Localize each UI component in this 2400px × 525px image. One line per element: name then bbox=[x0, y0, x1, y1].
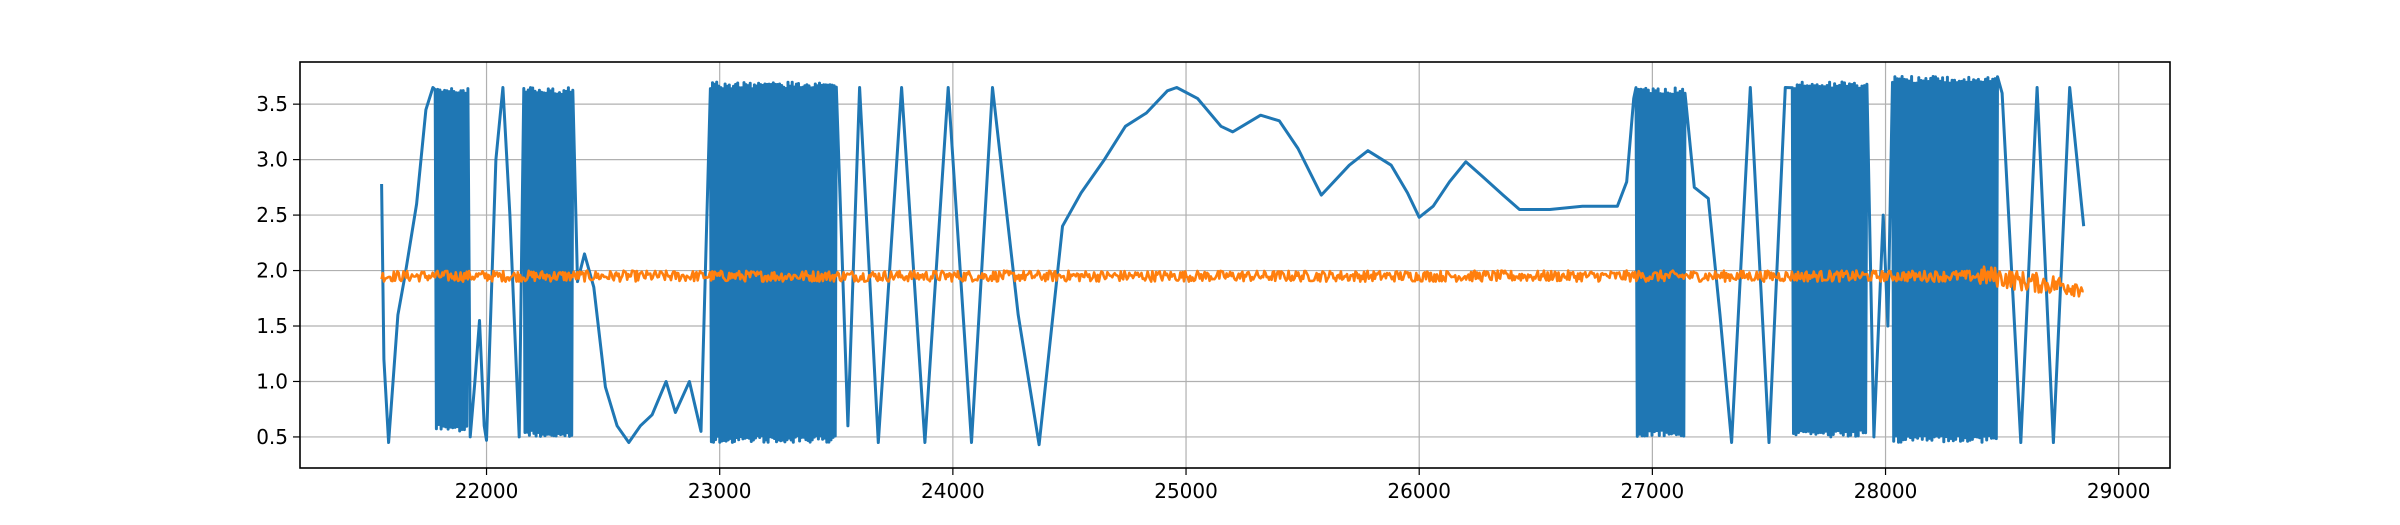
x-tick-label: 24000 bbox=[921, 479, 985, 503]
plot-frame bbox=[299, 61, 2171, 469]
series-lines bbox=[380, 75, 2086, 447]
x-tick-label: 28000 bbox=[1854, 479, 1918, 503]
y-tick-label: 0.5 bbox=[256, 425, 288, 449]
x-tick-label: 23000 bbox=[688, 479, 752, 503]
series-1-line bbox=[380, 75, 2086, 447]
y-tick-label: 3.5 bbox=[256, 92, 288, 116]
x-tick-label: 26000 bbox=[1387, 479, 1451, 503]
x-axis-ticks: 22000 23000 24000 25000 26000 27000 28000 29000 bbox=[455, 468, 2151, 503]
x-tick-label: 29000 bbox=[2087, 479, 2151, 503]
y-axis-ticks: 0.5 1.0 1.5 2.0 2.5 3.0 3.5 bbox=[256, 92, 300, 449]
x-tick-label: 25000 bbox=[1154, 479, 1218, 503]
y-tick-label: 3.0 bbox=[256, 148, 288, 172]
y-tick-label: 1.0 bbox=[256, 369, 288, 393]
x-tick-label: 27000 bbox=[1621, 479, 1685, 503]
y-tick-label: 2.5 bbox=[256, 203, 288, 227]
y-tick-label: 2.0 bbox=[256, 259, 288, 283]
y-tick-label: 1.5 bbox=[256, 314, 288, 338]
x-tick-label: 22000 bbox=[455, 479, 519, 503]
series-2-line bbox=[380, 265, 2084, 298]
